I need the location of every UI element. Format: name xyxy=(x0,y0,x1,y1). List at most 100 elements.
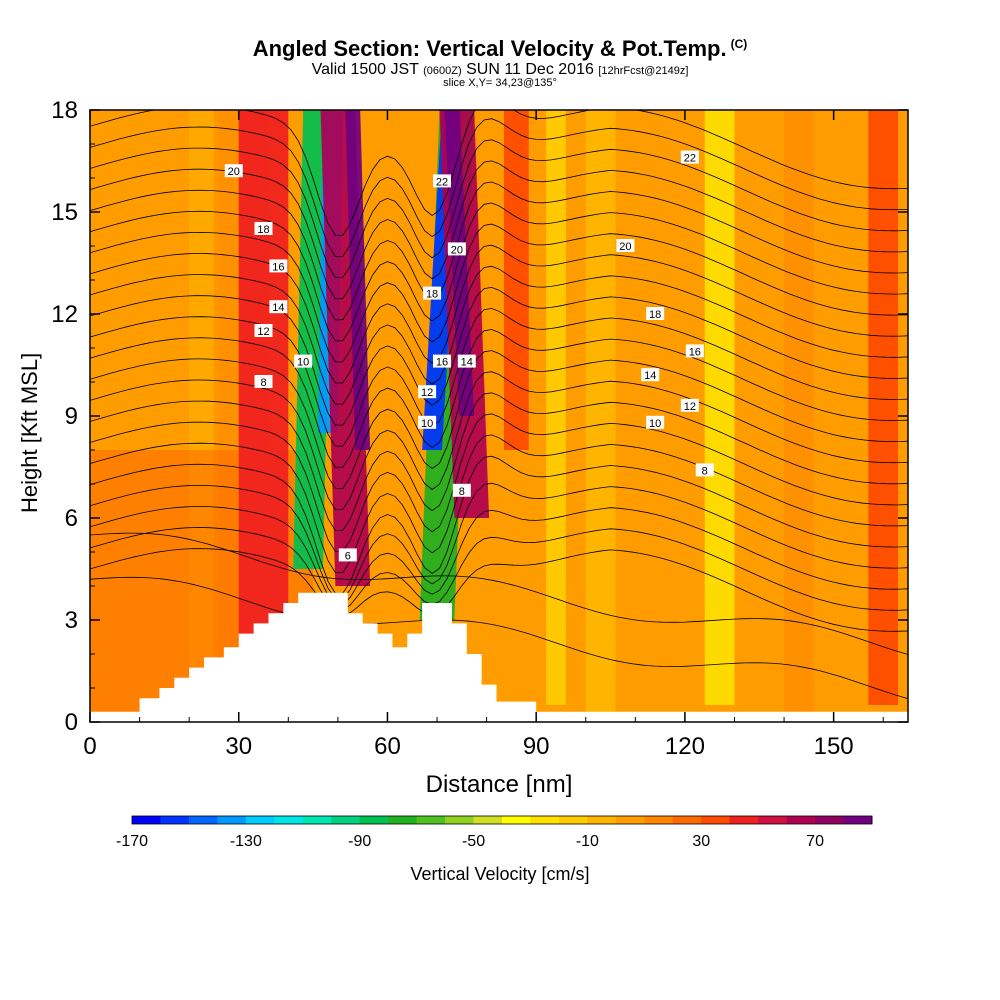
isentrope-line xyxy=(90,434,908,574)
colorbar-tick-label: 70 xyxy=(806,833,824,850)
colorbar-tick-label: 30 xyxy=(692,833,710,850)
isentrope-line xyxy=(90,244,908,384)
isentrope-label-box xyxy=(294,354,313,368)
isentrope-label-text: 22 xyxy=(684,153,696,165)
chart-title: Angled Section: Vertical Velocity & Pot.… xyxy=(252,36,748,61)
isentrope-label-text: 6 xyxy=(345,550,351,562)
x-tick-label: 120 xyxy=(665,733,705,760)
colorbar-swatch xyxy=(388,816,418,824)
isentrope-label-text: 8 xyxy=(260,377,266,389)
isentrope-line xyxy=(90,307,908,447)
velocity-band xyxy=(546,110,566,705)
isentrope-label-box xyxy=(432,354,451,368)
colorbar-swatch xyxy=(445,816,475,824)
isentrope-label-box xyxy=(616,239,635,252)
isentrope-label-text: 12 xyxy=(257,326,269,338)
isentrope-line xyxy=(90,329,908,468)
isentrope-label: 10 xyxy=(418,415,437,430)
isentrope-line xyxy=(90,181,908,321)
x-tick-label: 60 xyxy=(374,733,401,760)
isentrope-label: 22 xyxy=(432,174,451,188)
isentrope-label-text: 8 xyxy=(702,465,708,477)
isentrope-label-text: 20 xyxy=(619,241,631,253)
colorbar-swatch xyxy=(217,816,247,824)
colorbar-swatch xyxy=(815,816,845,824)
forecast-info: [12hrFcst@2149z] xyxy=(598,65,689,77)
isentrope-label-box xyxy=(254,222,273,235)
isentrope-label: 6 xyxy=(338,548,357,562)
isentrope-line xyxy=(90,455,908,594)
isentrope-label-box xyxy=(418,415,437,429)
colorbar-swatch xyxy=(188,816,218,824)
isentrope-line xyxy=(90,223,908,363)
isentrope-label: 20 xyxy=(447,242,466,256)
colorbar-swatch xyxy=(758,816,788,824)
isentrope-label: 10 xyxy=(294,354,313,369)
colorbar-swatch xyxy=(672,816,702,824)
colorbar-swatch xyxy=(786,816,816,824)
isentrope-label-box xyxy=(269,300,288,314)
colorbar-swatch xyxy=(416,816,446,824)
isentrope-label-text: 14 xyxy=(644,370,656,382)
isentrope-label: 20 xyxy=(616,239,635,253)
colorbar-swatch xyxy=(160,816,190,824)
isentrope-label-box xyxy=(457,354,476,368)
colorbar-swatch xyxy=(245,816,275,824)
isentrope-label-text: 22 xyxy=(436,176,448,188)
isentrope-label: 8 xyxy=(452,483,471,498)
colorbar-swatch xyxy=(530,816,560,824)
isentrope-label-text: 18 xyxy=(257,224,269,236)
isentrope-line xyxy=(90,371,908,510)
isentrope-label: 18 xyxy=(646,307,665,321)
isentrope-label-text: 18 xyxy=(426,289,438,301)
colorbar-swatch xyxy=(843,816,873,824)
isentrope-label-box xyxy=(695,463,714,477)
isentrope-line xyxy=(90,392,908,532)
valid-utc: (0600Z) xyxy=(423,65,462,77)
colorbar-swatch xyxy=(274,816,304,824)
isentrope-label: 22 xyxy=(680,150,699,165)
velocity-cell xyxy=(833,110,864,722)
colorbar-swatch xyxy=(473,816,503,824)
isentrope-label-text: 12 xyxy=(684,401,696,413)
isentrope-label: 8 xyxy=(254,375,273,389)
isentrope-label-box xyxy=(418,385,437,399)
isentrope-label-text: 14 xyxy=(272,302,284,314)
isentrope-line xyxy=(90,532,908,655)
colorbar-swatch xyxy=(615,816,645,824)
isentrope-line xyxy=(90,506,908,606)
colorbar-tick-label: -10 xyxy=(576,833,599,850)
isentrope-label-text: 18 xyxy=(649,309,661,321)
y-tick-label: 18 xyxy=(51,97,78,124)
isentrope-label-box xyxy=(224,164,243,178)
colorbar-swatch xyxy=(587,816,617,824)
isentrope-label: 20 xyxy=(224,164,243,178)
x-tick-label: 30 xyxy=(225,733,252,760)
isentrope-label-box xyxy=(269,259,288,273)
isentrope-label-box xyxy=(685,344,704,358)
slice-info: slice X,Y= 34,23@135° xyxy=(443,77,557,89)
y-tick-label: 0 xyxy=(65,709,78,736)
terrain xyxy=(90,592,908,722)
velocity-cell xyxy=(784,110,814,722)
x-tick-label: 0 xyxy=(83,733,96,760)
isentrope-label: 16 xyxy=(685,344,704,358)
isentrope-label-box xyxy=(447,242,466,256)
isentrope-label-text: 12 xyxy=(421,387,433,399)
isentrope-label-text: 20 xyxy=(451,244,463,256)
isentrope-label-text: 10 xyxy=(421,418,433,430)
isentrope-label-box xyxy=(646,415,665,429)
colorbar-tick-label: -170 xyxy=(116,833,148,850)
isentrope-label-box xyxy=(641,368,660,382)
isentrope-label-text: 16 xyxy=(272,261,284,273)
colorbar-swatch xyxy=(359,816,389,824)
isentrope-line xyxy=(90,482,908,600)
velocity-cell xyxy=(585,110,616,722)
isentrope-line xyxy=(90,413,908,553)
isentrope-label-text: 14 xyxy=(461,357,473,369)
isentrope-line xyxy=(90,202,908,342)
colorbar-swatch xyxy=(132,816,161,824)
isentrope-label-box xyxy=(452,483,471,497)
